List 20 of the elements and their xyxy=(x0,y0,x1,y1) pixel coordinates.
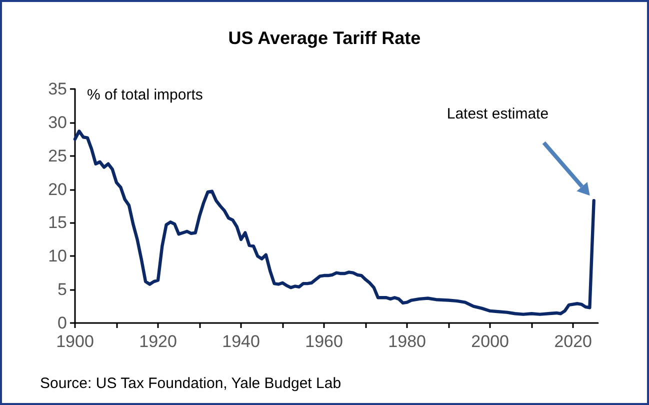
x-tick-label: 1980 xyxy=(388,332,426,351)
y-tick-label: 25 xyxy=(48,146,67,166)
source-note: Source: US Tax Foundation, Yale Budget Lab xyxy=(40,375,342,392)
chart-title: US Average Tariff Rate xyxy=(228,28,421,48)
y-tick-label: 10 xyxy=(48,246,67,266)
y-tick-label: 35 xyxy=(48,80,67,98)
x-tick-label: 2000 xyxy=(471,332,509,351)
line-series xyxy=(73,130,596,316)
annotation: Latest estimate xyxy=(446,106,549,123)
y-tick-label: 20 xyxy=(48,180,67,199)
x-tick-label: 1960 xyxy=(305,332,343,351)
y-tick-label: 30 xyxy=(48,112,67,132)
x-tick-label: 1900 xyxy=(56,332,94,351)
x-tick-label: 1920 xyxy=(139,332,177,351)
y-axis-title: % of total imports xyxy=(87,86,203,104)
y-tick-label: 5 xyxy=(58,280,67,300)
y-tick-label: 15 xyxy=(48,213,67,232)
x-tick-label: 2020 xyxy=(554,332,592,351)
y-tick-label: 0 xyxy=(58,314,67,332)
x-tick-label: 1940 xyxy=(222,332,260,351)
